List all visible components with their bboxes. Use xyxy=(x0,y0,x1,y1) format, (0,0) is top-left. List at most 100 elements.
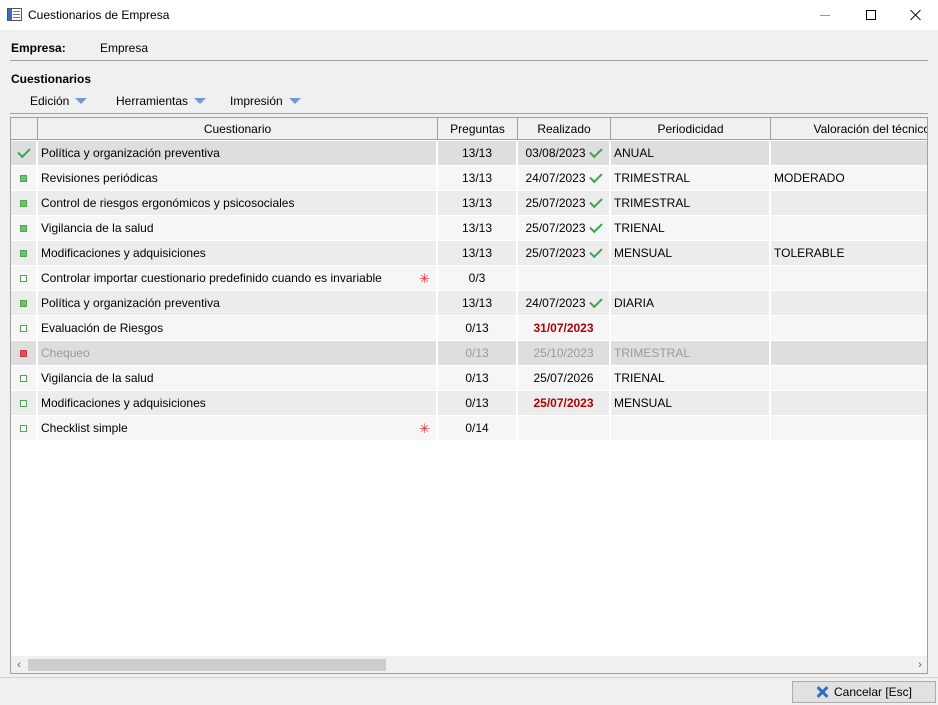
status-pending-icon xyxy=(20,374,27,382)
realizado-cell: 25/07/2023 xyxy=(518,191,611,215)
horizontal-scrollbar[interactable]: ‹ › xyxy=(11,656,927,673)
cuestionario-cell: Chequeo xyxy=(38,341,438,365)
close-button[interactable] xyxy=(893,0,938,30)
valoracion-cell xyxy=(771,266,927,290)
cuestionario-name: Evaluación de Riesgos xyxy=(41,321,164,335)
periodicidad-cell: TRIMESTRAL xyxy=(611,166,771,190)
preguntas-cell: 0/13 xyxy=(438,341,518,365)
table-row[interactable]: Controlar importar cuestionario predefin… xyxy=(11,266,927,291)
realizado-cell: 24/07/2023 xyxy=(518,291,611,315)
scroll-right-icon[interactable]: › xyxy=(918,659,922,671)
check-icon xyxy=(588,219,603,233)
divider xyxy=(10,113,928,114)
table-row[interactable]: Control de riesgos ergonómicos y psicoso… xyxy=(11,191,927,216)
column-header-periodicidad[interactable]: Periodicidad xyxy=(611,118,771,140)
required-asterisk-icon: ✳ xyxy=(419,271,430,286)
status-pending-icon xyxy=(20,274,27,282)
table-row[interactable]: Checklist simple ✳ 0/14 xyxy=(11,416,927,441)
chevron-down-icon xyxy=(194,98,207,104)
table-row[interactable]: Revisiones periódicas 13/13 24/07/2023 TRIM… xyxy=(11,166,927,191)
cuestionario-name: Controlar importar cuestionario predefin… xyxy=(41,271,382,285)
cuestionario-name: Control de riesgos ergonómicos y psicoso… xyxy=(41,196,295,210)
grid-header: Cuestionario Preguntas Realizado Periodi… xyxy=(11,118,927,140)
realizado-date: 24/07/2023 xyxy=(525,171,586,185)
realizado-cell: 03/08/2023 xyxy=(518,141,611,165)
questionnaire-grid[interactable]: Cuestionario Preguntas Realizado Periodi… xyxy=(10,117,928,674)
table-row[interactable]: Vigilancia de la salud 0/13 25/07/2026 TRIE… xyxy=(11,366,927,391)
check-icon xyxy=(588,169,603,183)
realizado-date: 25/07/2023 xyxy=(533,396,594,410)
column-header-preguntas[interactable]: Preguntas xyxy=(438,118,518,140)
menu-impresion[interactable]: Impresión xyxy=(230,94,301,108)
preguntas-cell: 13/13 xyxy=(438,216,518,240)
valoracion-cell xyxy=(771,341,927,365)
table-row[interactable]: Vigilancia de la salud 13/13 25/07/2023 TRI… xyxy=(11,216,927,241)
table-row[interactable]: Evaluación de Riesgos 0/13 31/07/2023 xyxy=(11,316,927,341)
scrollbar-thumb[interactable] xyxy=(28,659,386,671)
column-header-status[interactable] xyxy=(11,118,38,140)
cuestionario-name: Política y organización preventiva xyxy=(41,296,220,310)
valoracion-cell: MODERADO xyxy=(771,166,927,190)
periodicidad-cell: ANUAL xyxy=(611,141,771,165)
realizado-cell: 25/07/2023 xyxy=(518,391,611,415)
preguntas-cell: 0/13 xyxy=(438,366,518,390)
window-title: Cuestionarios de Empresa xyxy=(28,8,170,22)
periodicidad-cell xyxy=(611,266,771,290)
periodicidad-cell: MENSUAL xyxy=(611,391,771,415)
periodicidad-cell: TRIENAL xyxy=(611,216,771,240)
realizado-date: 24/07/2023 xyxy=(525,296,586,310)
cuestionario-cell: Política y organización preventiva xyxy=(38,141,438,165)
chevron-down-icon xyxy=(288,98,301,104)
close-icon xyxy=(910,9,922,21)
status-pending-icon xyxy=(20,324,27,332)
cancel-button[interactable]: Cancelar [Esc] xyxy=(792,681,936,703)
maximize-button[interactable] xyxy=(848,0,894,30)
cuestionario-cell: Evaluación de Riesgos xyxy=(38,316,438,340)
main-panel: Empresa: Empresa Cuestionarios Edición H… xyxy=(0,30,938,678)
cuestionario-name: Vigilancia de la salud xyxy=(41,221,154,235)
realizado-date: 25/07/2026 xyxy=(533,371,594,385)
table-row[interactable]: Política y organización preventiva 13/13 0… xyxy=(11,141,927,166)
cancel-button-label: Cancelar [Esc] xyxy=(833,685,913,699)
cuestionario-cell: Control de riesgos ergonómicos y psicoso… xyxy=(38,191,438,215)
cuestionario-cell: Checklist simple ✳ xyxy=(38,416,438,440)
cuestionario-name: Modificaciones y adquisiciones xyxy=(41,246,206,260)
realizado-cell: 25/10/2023 xyxy=(518,341,611,365)
valoracion-cell xyxy=(771,366,927,390)
valoracion-cell xyxy=(771,416,927,440)
status-pending-icon xyxy=(20,424,27,432)
table-row[interactable]: Chequeo 0/13 25/10/2023 TRIMESTRAL xyxy=(11,341,927,366)
table-row[interactable]: Política y organización preventiva 13/13 2… xyxy=(11,291,927,316)
status-cell xyxy=(11,166,38,190)
periodicidad-cell: DIARIA xyxy=(611,291,771,315)
preguntas-cell: 13/13 xyxy=(438,291,518,315)
column-header-valoracion[interactable]: Valoración del técnico xyxy=(771,118,927,140)
realizado-cell: 25/07/2023 xyxy=(518,241,611,265)
table-row[interactable]: Modificaciones y adquisiciones 13/13 25/07… xyxy=(11,241,927,266)
realizado-date: 25/07/2023 xyxy=(525,246,586,260)
preguntas-cell: 0/13 xyxy=(438,391,518,415)
realizado-cell xyxy=(518,266,611,290)
menu-herramientas-label: Herramientas xyxy=(116,94,189,108)
scroll-left-icon[interactable]: ‹ xyxy=(17,659,21,671)
periodicidad-cell: TRIMESTRAL xyxy=(611,341,771,365)
check-icon xyxy=(588,294,603,308)
column-header-cuestionario[interactable]: Cuestionario xyxy=(38,118,438,140)
preguntas-cell: 0/13 xyxy=(438,316,518,340)
cuestionario-name: Modificaciones y adquisiciones xyxy=(41,396,206,410)
menu-edicion-label: Edición xyxy=(30,94,70,108)
realizado-cell: 31/07/2023 xyxy=(518,316,611,340)
preguntas-cell: 0/3 xyxy=(438,266,518,290)
menu-edicion[interactable]: Edición xyxy=(30,94,88,108)
cuestionario-name: Vigilancia de la salud xyxy=(41,371,154,385)
empresa-value: Empresa xyxy=(100,41,149,55)
grid-body: Política y organización preventiva 13/13 0… xyxy=(11,141,927,441)
column-header-realizado[interactable]: Realizado xyxy=(518,118,611,140)
menu-herramientas[interactable]: Herramientas xyxy=(116,94,207,108)
table-row[interactable]: Modificaciones y adquisiciones 0/13 25/07/… xyxy=(11,391,927,416)
section-title: Cuestionarios xyxy=(11,72,92,86)
minimize-button[interactable] xyxy=(802,0,848,30)
periodicidad-cell xyxy=(611,416,771,440)
cuestionario-cell: Modificaciones y adquisiciones xyxy=(38,391,438,415)
check-icon xyxy=(588,244,603,258)
